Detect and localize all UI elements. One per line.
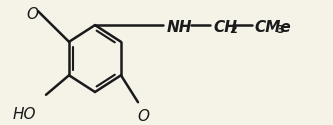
Text: 2: 2: [229, 25, 237, 35]
Text: CH: CH: [213, 20, 237, 36]
Text: O: O: [26, 6, 38, 22]
Text: HO: HO: [12, 107, 36, 122]
Text: CMe: CMe: [254, 20, 291, 36]
Text: O: O: [137, 109, 149, 124]
Text: NH: NH: [167, 20, 192, 36]
Text: 3: 3: [276, 25, 284, 35]
